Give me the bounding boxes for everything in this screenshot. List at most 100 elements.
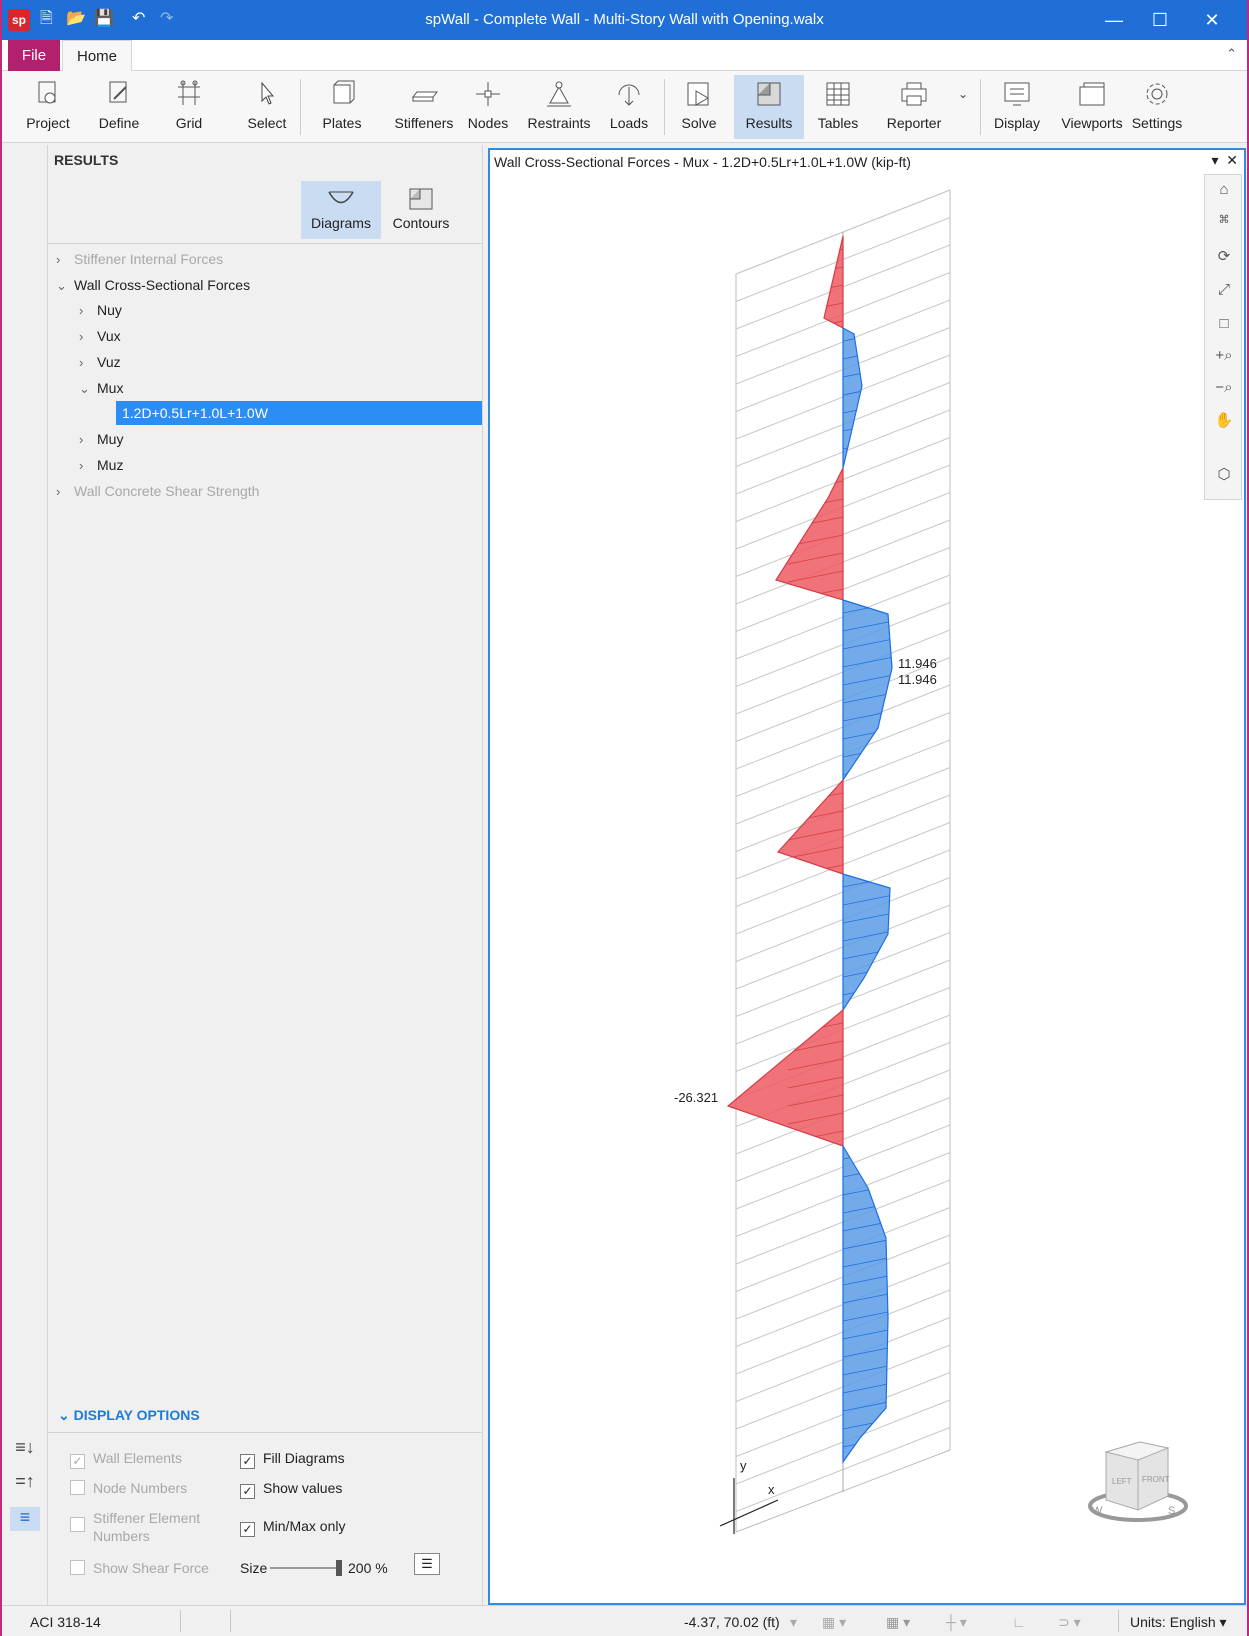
tree-item[interactable]: ⌄ Mux <box>79 376 123 400</box>
tree-item[interactable]: › Vuz <box>79 350 121 374</box>
chevron-right-icon[interactable]: › <box>56 484 61 499</box>
diagram-segment <box>842 326 863 469</box>
tree-item[interactable]: › Vux <box>79 324 121 348</box>
node-snap-icon[interactable]: ┼ ▾ <box>946 1614 967 1630</box>
coord-dropdown-icon[interactable]: ▾ <box>790 1614 798 1630</box>
ribbon-label: Solve <box>681 115 717 131</box>
chevron-right-icon[interactable]: › <box>79 329 84 344</box>
home-tab[interactable]: Home <box>62 40 132 72</box>
link-icon[interactable]: ⊃ ▾ <box>1058 1614 1081 1630</box>
chevron-right-icon[interactable]: › <box>79 355 84 370</box>
tree-item[interactable]: › Nuy <box>79 298 122 322</box>
diagrams-button[interactable]: Diagrams <box>301 181 381 239</box>
node-numbers-option[interactable]: Node Numbers <box>70 1479 187 1497</box>
ribbon-label: Grid <box>175 115 203 131</box>
printer-icon <box>901 82 927 106</box>
results-icon <box>757 82 781 106</box>
chevron-right-icon[interactable]: › <box>79 432 84 447</box>
tree-item-selected[interactable]: 1.2D+0.5Lr+1.0L+1.0W <box>116 401 482 425</box>
home-view-icon[interactable]: ⌂ <box>1219 181 1229 198</box>
show-shear-option[interactable]: Show Shear Force <box>70 1559 209 1577</box>
collapse-ribbon-icon[interactable]: ⌃ <box>1226 46 1237 61</box>
tree-item[interactable]: › Stiffener Internal Forces <box>56 247 223 271</box>
ribbon-nodes-button[interactable]: Nodes <box>458 75 518 139</box>
chevron-down-icon[interactable]: ⌄ <box>56 278 67 293</box>
ribbon-settings-button[interactable]: Settings <box>1122 75 1192 139</box>
ortho-icon[interactable]: ∟ <box>1012 1614 1026 1630</box>
save-icon[interactable]: 💾 <box>94 10 114 27</box>
slider-thumb[interactable] <box>336 1560 342 1576</box>
tree-item[interactable]: › Muz <box>79 453 123 477</box>
contours-button[interactable]: Contours <box>381 181 461 239</box>
ribbon-select-button[interactable]: Select <box>226 75 308 139</box>
open-folder-icon[interactable]: 📂 <box>66 10 86 27</box>
ribbon-label: Project <box>26 115 70 131</box>
undo-icon[interactable]: ↶ <box>132 10 146 27</box>
diagram-segment <box>842 1143 889 1464</box>
display-options-header[interactable]: ⌄ DISPLAY OPTIONS <box>58 1407 200 1424</box>
left-strip: ≡↓ =↑ ≡ <box>6 145 48 1605</box>
chevron-right-icon[interactable]: › <box>56 252 61 267</box>
stiffener-numbers-label: Stiffener Element Numbers <box>93 1510 201 1544</box>
sort-up-icon[interactable]: =↑ <box>15 1471 35 1491</box>
viewport-close-icon[interactable]: ✕ <box>1226 152 1238 168</box>
ribbon-solve-button[interactable]: Solve <box>664 75 734 139</box>
redo-icon[interactable]: ↷ <box>160 10 174 27</box>
fill-diagrams-option[interactable]: ✓ Fill Diagrams <box>240 1449 345 1469</box>
units-selector[interactable]: Units: English ▾ <box>1130 1614 1227 1630</box>
ribbon-label: Results <box>745 115 793 131</box>
ribbon-results-button[interactable]: Results <box>734 75 804 139</box>
zoom-in-icon[interactable]: +⌕ <box>1215 347 1233 364</box>
ribbon-define-button[interactable]: Define <box>84 75 154 139</box>
close-icon[interactable]: ✕ <box>1204 10 1220 30</box>
ribbon: Project Define Grid Select Plates Stiffeners N… <box>0 71 1249 143</box>
rotate-icon[interactable]: ⟳ <box>1217 248 1231 265</box>
chevron-right-icon[interactable]: › <box>79 458 84 473</box>
show-values-option[interactable]: ✓ Show values <box>240 1479 342 1499</box>
minmax-option[interactable]: ✓ Min/Max only <box>240 1517 345 1537</box>
chevron-down-icon[interactable]: ⌄ <box>79 381 90 396</box>
axes-view-icon[interactable]: ⌘ <box>1218 214 1230 226</box>
zoom-window-icon[interactable]: □ <box>1219 315 1229 332</box>
grid-snap-icon[interactable]: ▦ ▾ <box>822 1614 847 1630</box>
ribbon-tables-button[interactable]: Tables <box>806 75 870 139</box>
chevron-right-icon[interactable]: › <box>79 303 84 318</box>
view-cube-icon[interactable]: ⬡ <box>1217 466 1231 483</box>
ribbon-display-button[interactable]: Display <box>982 75 1052 139</box>
new-file-icon[interactable]: 🗎 <box>40 10 53 27</box>
sort-down-icon[interactable]: ≡↓ <box>15 1437 35 1457</box>
tree-item[interactable]: › Wall Concrete Shear Strength <box>56 479 259 503</box>
zoom-out-icon[interactable]: −⌕ <box>1215 379 1233 396</box>
tree-item[interactable]: ⌄ Wall Cross-Sectional Forces <box>56 273 250 297</box>
ribbon-plates-button[interactable]: Plates <box>308 75 376 139</box>
stiffener-numbers-option[interactable]: Stiffener Element Numbers <box>70 1509 220 1545</box>
ribbon-reporter-button[interactable]: Reporter <box>872 75 956 139</box>
file-tab[interactable]: File <box>8 40 60 71</box>
diagram-hatch <box>843 1237 888 1261</box>
viewport[interactable]: Wall Cross-Sectional Forces - Mux - 1.2D… <box>488 148 1246 1605</box>
ribbon-stiffeners-button[interactable]: Stiffeners <box>384 75 464 139</box>
dropdown-icon[interactable]: ▾ <box>1211 152 1219 168</box>
minimize-icon[interactable]: — <box>1105 10 1123 30</box>
wall-elements-option[interactable]: ✓ Wall Elements <box>70 1449 182 1469</box>
diagrams-label: Diagrams <box>311 215 371 231</box>
project-icon <box>38 81 56 104</box>
zoom-extents-icon[interactable]: ⤢ <box>1217 281 1230 298</box>
ribbon-grid-button[interactable]: Grid <box>154 75 224 139</box>
diagram-hatch <box>843 691 892 715</box>
size-slider[interactable] <box>270 1560 342 1576</box>
list-icon[interactable]: ≡ <box>10 1507 40 1531</box>
tree-item[interactable]: › Muy <box>79 427 123 451</box>
pan-hand-icon[interactable]: ✋ <box>1214 412 1234 429</box>
ribbon-viewports-button[interactable]: Viewports <box>1052 75 1132 139</box>
ribbon-loads-button[interactable]: Loads <box>596 75 662 139</box>
grid-icon[interactable]: ▦ ▾ <box>886 1614 911 1630</box>
ribbon-project-button[interactable]: Project <box>14 75 82 139</box>
tree-item-label: Wall Concrete Shear Strength <box>74 483 260 499</box>
reporter-dropdown-icon[interactable]: ⌄ <box>958 87 969 101</box>
minmax-label: Min/Max only <box>263 1518 346 1534</box>
ribbon-restraints-button[interactable]: Restraints <box>520 75 598 139</box>
diagram-hatch <box>843 619 892 643</box>
maximize-icon[interactable]: ☐ <box>1151 10 1169 30</box>
options-settings-icon[interactable]: ☰ <box>414 1553 440 1575</box>
